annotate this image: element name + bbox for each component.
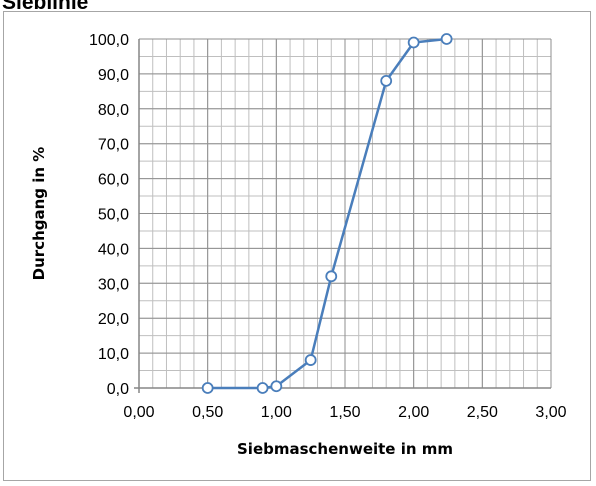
y-tick-label: 70,0: [98, 137, 129, 154]
y-tick-label: 40,0: [98, 241, 129, 258]
x-tick-label: 3,00: [535, 404, 566, 421]
data-point: [407, 36, 420, 49]
chart-container: 0,00 0,50 1,00 1,50 2,00 2,50 3,00 0,0 10,0 20,0 3…: [3, 11, 591, 481]
grid: [138, 38, 552, 389]
y-tick-label: 50,0: [98, 207, 129, 224]
data-point: [256, 382, 269, 394]
x-tick-label: 0,50: [192, 404, 223, 421]
y-tick-label: 10,0: [98, 346, 129, 363]
x-tick-label: 1,00: [261, 404, 292, 421]
y-tick-label: 80,0: [98, 102, 129, 119]
x-tick-label: 1,50: [329, 404, 360, 421]
tick-labels: 0,00 0,50 1,00 1,50 2,00 2,50 3,00 0,0 10,0 20,0 3…: [89, 32, 567, 421]
data-point: [380, 74, 393, 87]
data-series: [201, 33, 453, 394]
data-point: [325, 270, 338, 283]
data-point: [201, 382, 214, 394]
y-tick-label: 0,0: [107, 381, 129, 398]
x-axis-title: Siebmaschenweite in mm: [237, 440, 453, 458]
grading-curve-chart: 0,00 0,50 1,00 1,50 2,00 2,50 3,00 0,0 10,0 20,0 3…: [30, 32, 567, 458]
y-tick-label: 90,0: [98, 67, 129, 84]
x-tick-label: 0,00: [123, 404, 154, 421]
y-tick-label: 20,0: [98, 311, 129, 328]
x-tick-label: 2,00: [398, 404, 429, 421]
data-point: [440, 33, 453, 45]
page-title: Sieblinie: [2, 0, 89, 14]
x-tick-label: 2,50: [467, 404, 498, 421]
y-tick-label: 60,0: [98, 172, 129, 189]
data-point: [304, 354, 317, 366]
axes: [134, 39, 551, 393]
y-axis-title: Durchgang in %: [30, 147, 48, 281]
y-tick-label: 30,0: [98, 276, 129, 293]
data-point: [270, 380, 283, 393]
y-tick-label: 100,0: [89, 32, 129, 49]
